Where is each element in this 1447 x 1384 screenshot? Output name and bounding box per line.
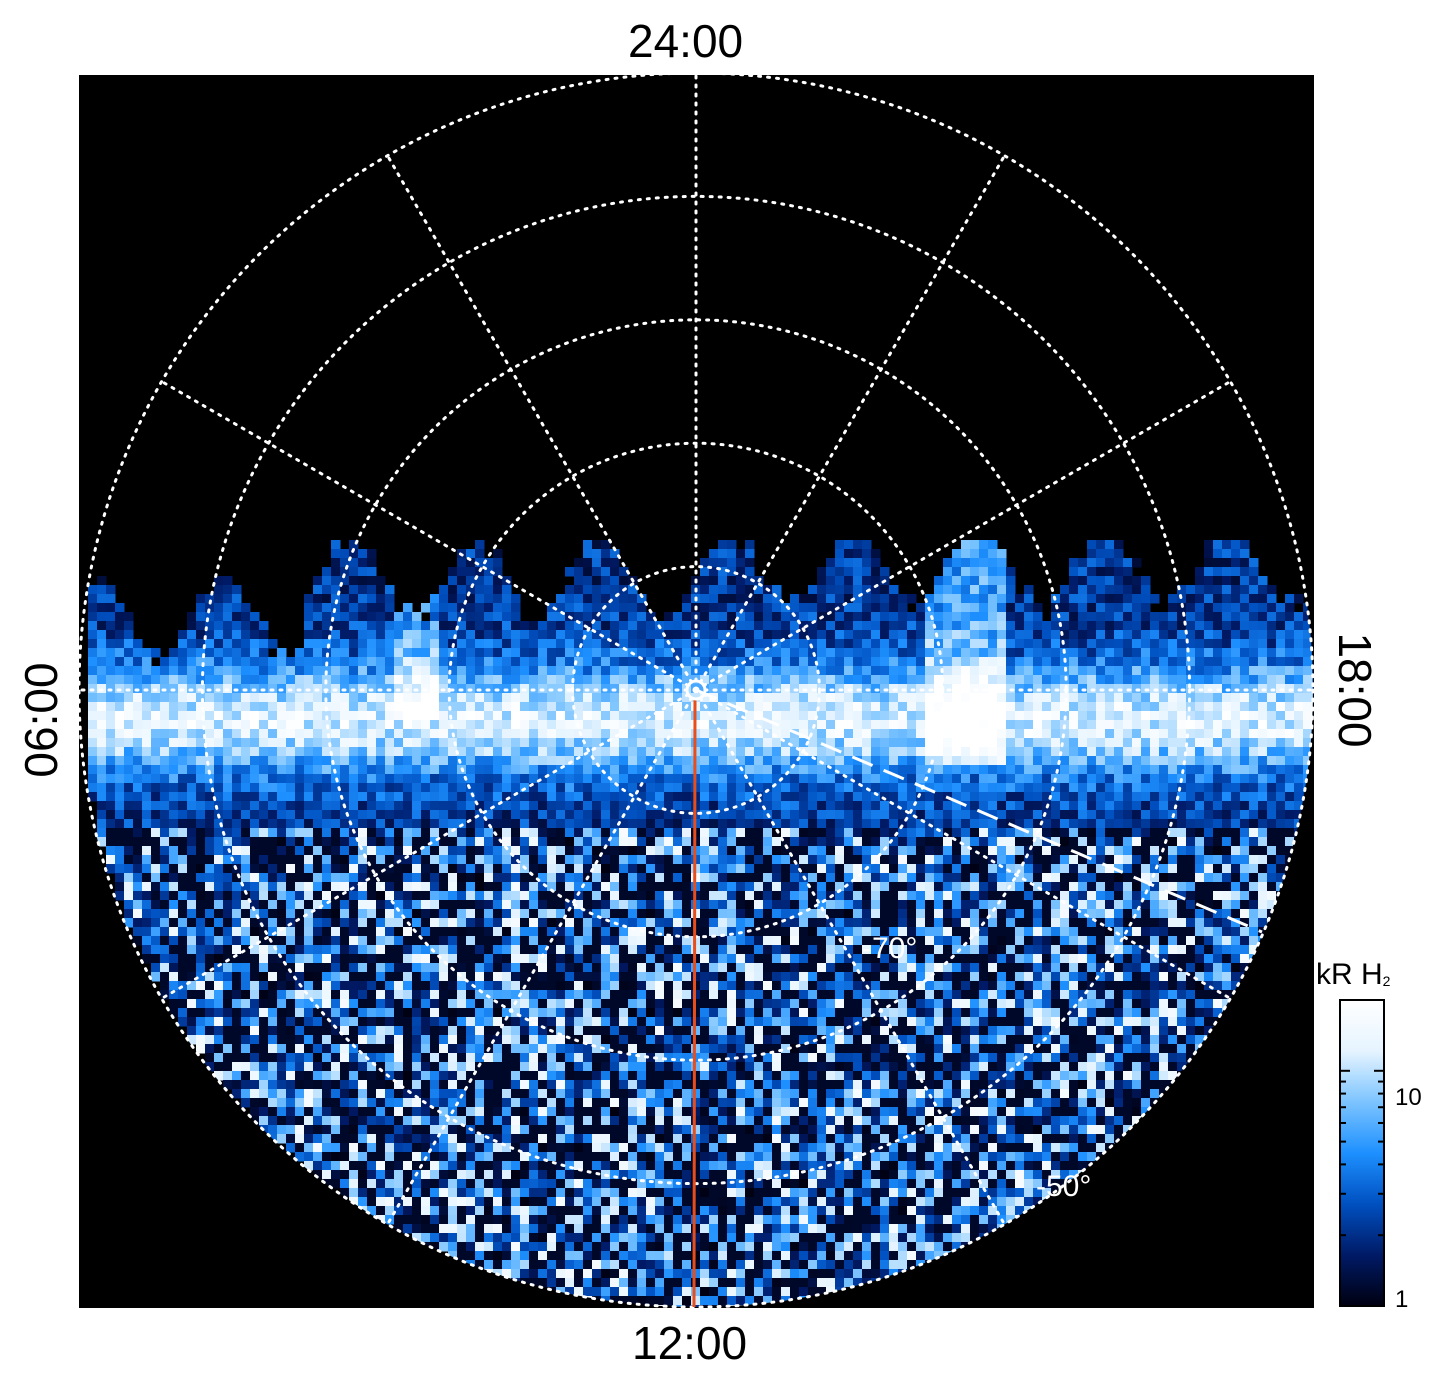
reference-meridian-line	[692, 697, 697, 1308]
colorbar-title: kR H2	[1316, 958, 1390, 992]
colorbar-title-text: kR H	[1316, 958, 1383, 991]
local-time-meridian	[694, 688, 1006, 1226]
local-time-meridian	[694, 154, 1006, 692]
local-time-meridian	[160, 380, 698, 692]
local-time-label-bottom: 12:00	[632, 1317, 748, 1369]
pole-marker	[685, 679, 707, 701]
local-time-label-left: 06:00	[15, 662, 67, 778]
latitude-ring	[571, 565, 821, 815]
latitude-label-70: -70°	[862, 932, 917, 965]
colorbar	[1339, 999, 1385, 1307]
latitude-ring	[77, 71, 1315, 1309]
local-time-label-top: 24:00	[628, 15, 744, 67]
colorbar-tick-label-10: 10	[1395, 1084, 1422, 1111]
dashed-meridian	[695, 688, 1263, 934]
colorbar-gradient	[1339, 999, 1385, 1307]
local-time-meridian	[386, 688, 698, 1226]
latitude-label-50: -50°	[1036, 1170, 1091, 1203]
colorbar-ticks	[1340, 999, 1384, 1307]
colorbar-title-subscript: 2	[1382, 973, 1391, 989]
local-time-meridian	[694, 688, 1232, 1000]
polar-grid	[77, 71, 1315, 1309]
local-time-meridian	[386, 154, 698, 692]
local-time-label-right: 18:00	[1329, 632, 1381, 748]
local-time-meridian	[694, 380, 1232, 692]
colorbar-tick-label-1: 1	[1395, 1286, 1409, 1313]
local-time-meridian	[160, 688, 698, 1000]
